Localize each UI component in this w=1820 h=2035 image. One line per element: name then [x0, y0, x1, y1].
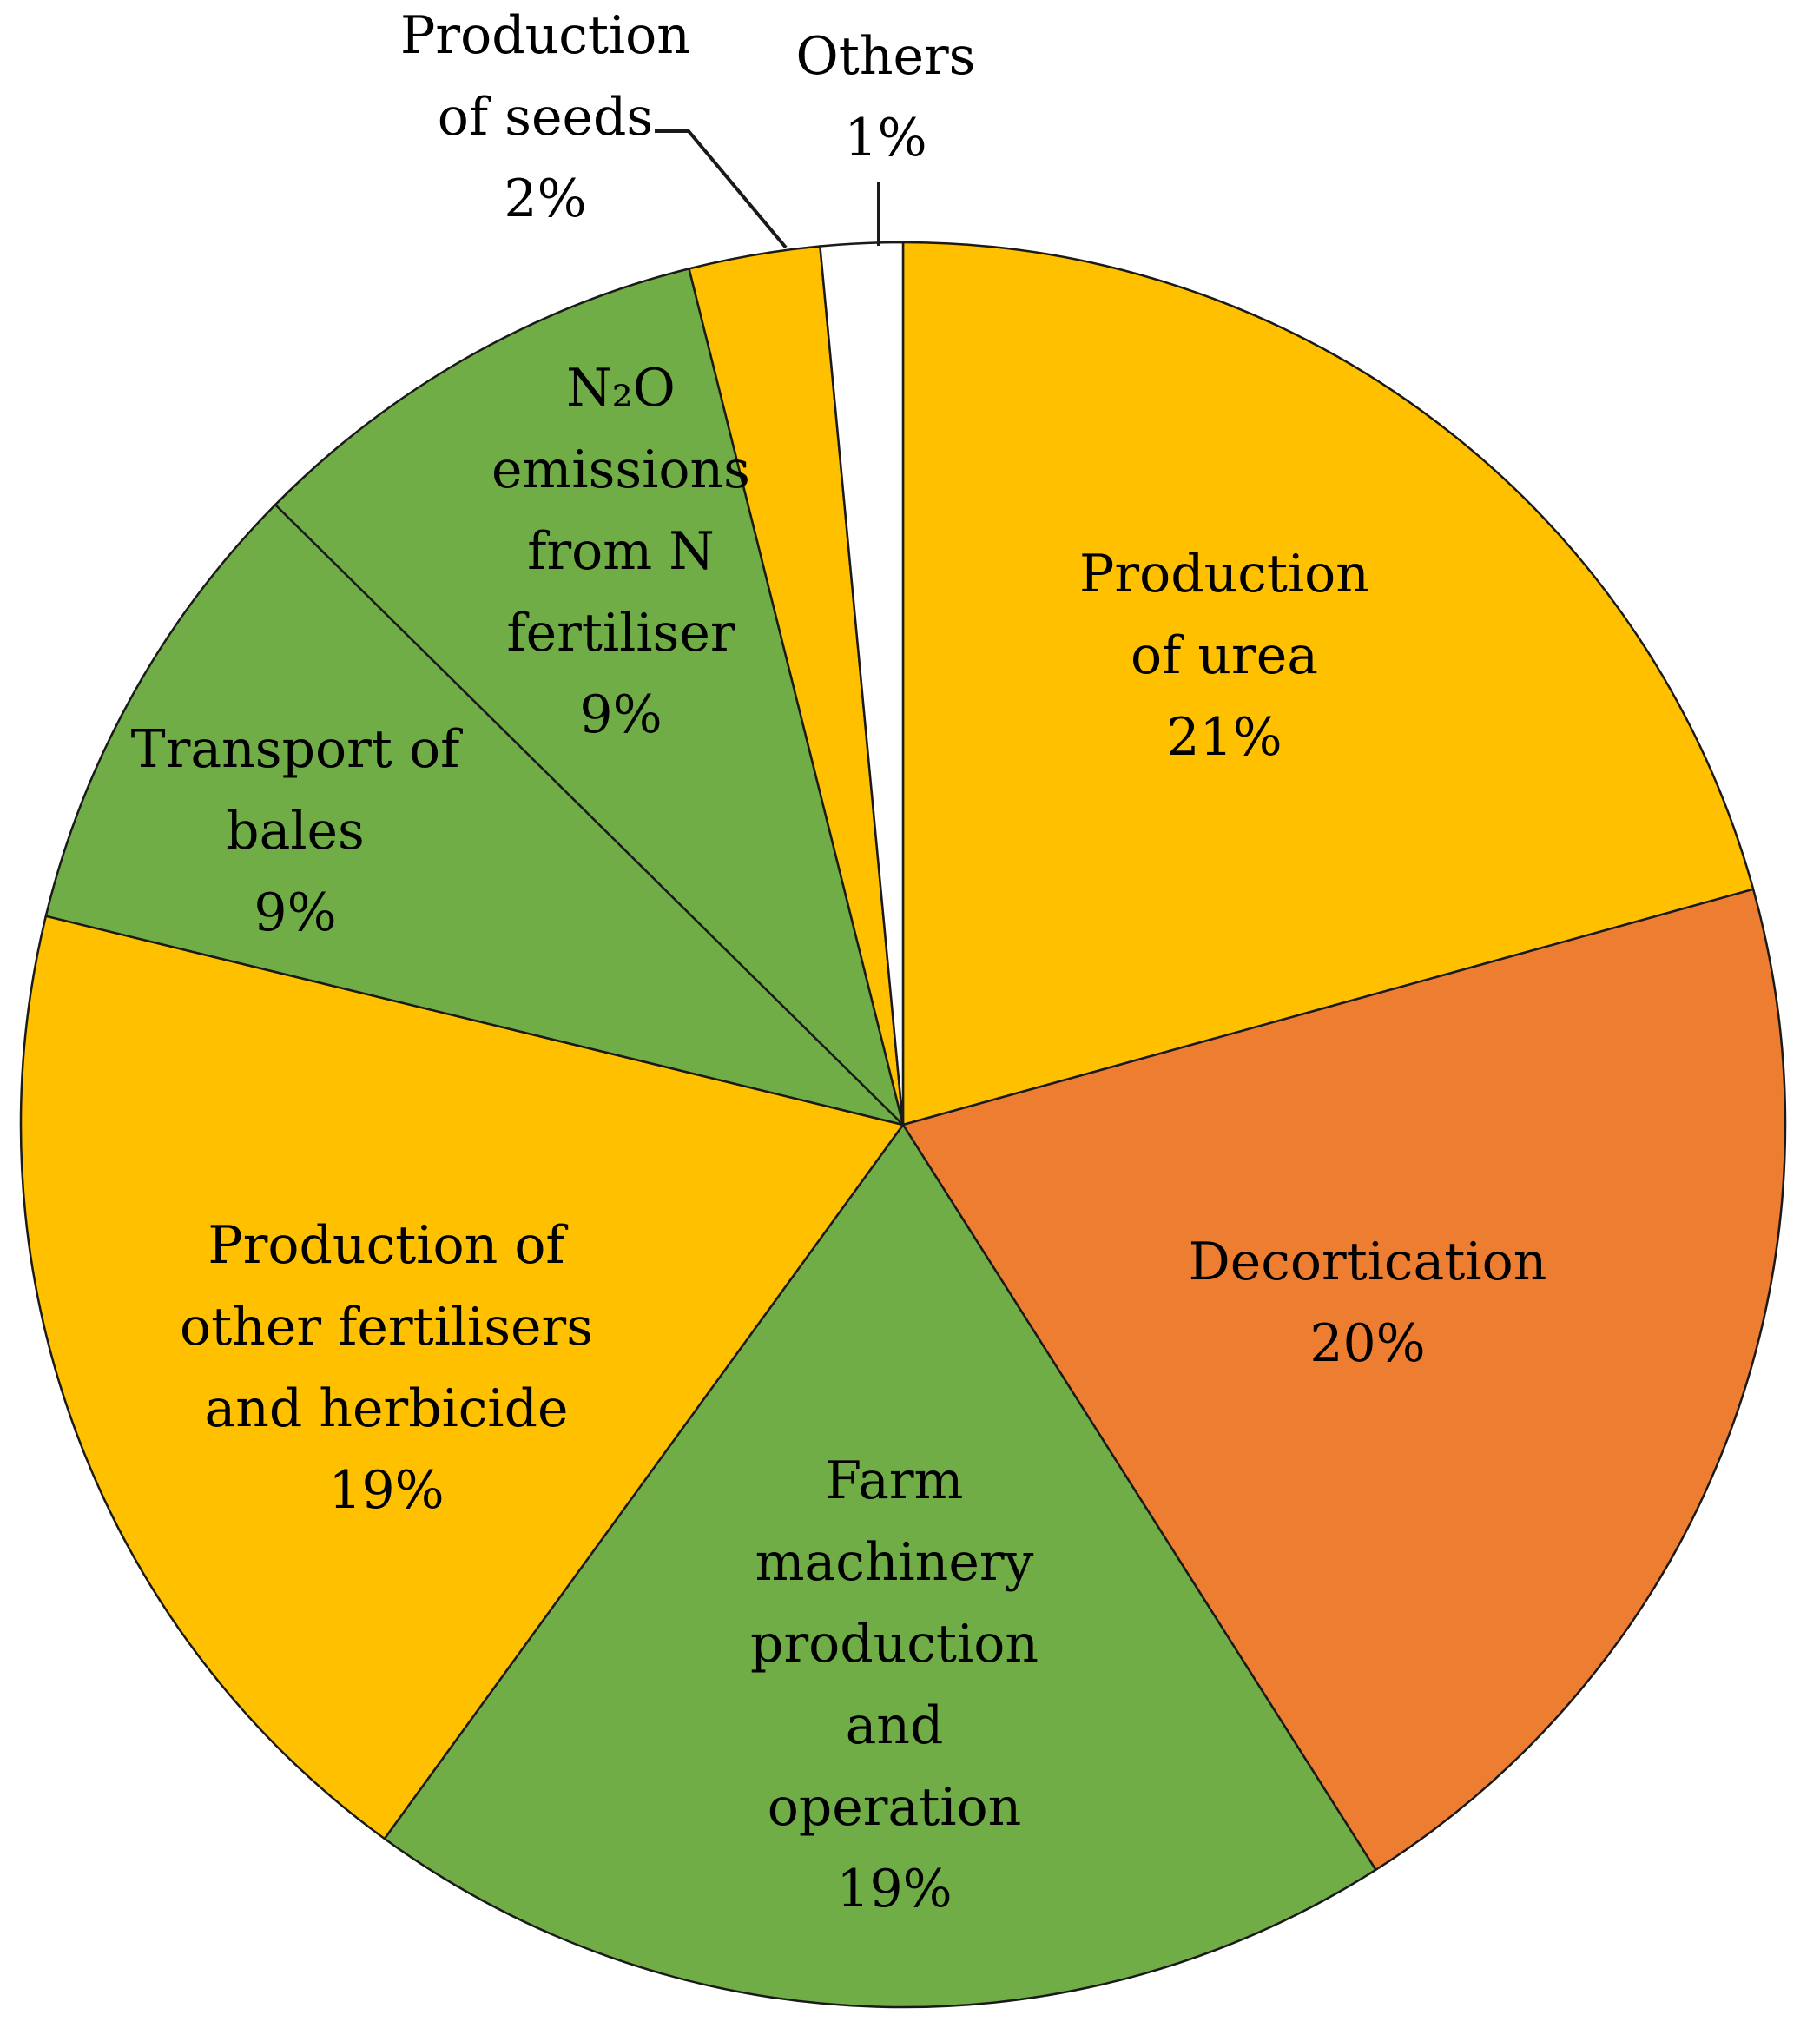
slice-label-line: Production [400, 5, 690, 66]
slice-label-line: production [750, 1614, 1039, 1675]
slice-label-line: bales [226, 801, 365, 862]
pie-slice-transport [44, 503, 905, 1127]
slice-label-transport: Transport of bales 9% [131, 719, 463, 943]
pie-slice-others [819, 241, 905, 1127]
pie-slice-urea [901, 241, 1755, 1127]
slice-label-line: operation [768, 1777, 1022, 1838]
slice-label-line: and [846, 1695, 944, 1756]
slice-label-others: Others 1% [796, 26, 976, 168]
slice-label-line: of seeds [438, 87, 653, 148]
slice-label-line: 20% [1309, 1313, 1425, 1374]
pie-slice-other-fertilisers [19, 915, 905, 1840]
slice-label-urea: Production of urea 21% [1079, 544, 1369, 768]
slice-label-line: Others [796, 26, 976, 87]
slice-label-other-fertilisers: Production of other fertilisers and herbic… [180, 1215, 593, 1521]
slice-label-decortication: Decortication 20% [1189, 1232, 1547, 1374]
slice-label-line: other fertilisers [180, 1297, 593, 1358]
slice-label-seeds: Production of seeds 2% [400, 5, 690, 229]
slice-label-line: 2% [504, 168, 586, 229]
slice-labels: Production of urea 21% Decortication 20% Farm… [131, 5, 1547, 1919]
pie-slice-machinery [383, 1123, 1377, 2009]
slice-label-line: N₂O [566, 358, 676, 419]
label-leaders [655, 129, 880, 249]
slice-label-line: from N [527, 521, 714, 582]
pie-slice-n2o [274, 268, 905, 1127]
slice-label-line: 21% [1166, 707, 1282, 768]
slice-label-line: Farm [826, 1450, 964, 1511]
slice-label-line: Production of [208, 1215, 568, 1276]
leader-line-seeds [655, 129, 788, 249]
slice-label-line: Transport of [131, 719, 463, 780]
slice-label-line: 9% [254, 882, 336, 943]
slice-label-line: and herbicide [204, 1378, 568, 1439]
slice-label-line: 19% [328, 1460, 444, 1521]
pie-slice-decortication [901, 888, 1787, 1872]
slice-label-line: emissions [491, 439, 750, 500]
slice-label-line: 19% [836, 1859, 952, 1919]
slice-label-line: machinery [755, 1532, 1034, 1593]
pie-slices [19, 241, 1787, 2009]
slice-label-line: fertiliser [506, 603, 735, 664]
slice-label-n2o: N₂O emissions from N fertiliser 9% [491, 358, 750, 745]
slice-label-line: Production [1079, 544, 1369, 605]
slice-label-line: of urea [1131, 625, 1318, 686]
slice-label-machinery: Farm machinery production and operation 19% [750, 1450, 1039, 1919]
slice-label-line: 1% [844, 108, 926, 168]
slice-label-line: 9% [579, 684, 662, 745]
slice-label-line: Decortication [1189, 1232, 1547, 1292]
